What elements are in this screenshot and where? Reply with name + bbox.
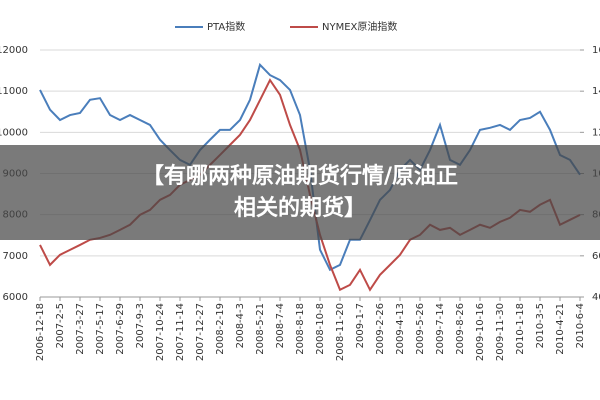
y-tick-label: 12000: [0, 45, 28, 56]
x-tick-label: 2008-2-19: [215, 303, 226, 355]
legend-label: PTA指数: [207, 20, 245, 33]
banner-line: 相关的期货】: [233, 195, 366, 221]
x-tick-label: 2009-1-7: [355, 303, 366, 348]
x-tick-label: 2009-2-26: [375, 303, 386, 355]
x-tick-label: 2008-4-3: [235, 303, 246, 348]
x-tick-label: 2007-12-27: [195, 303, 206, 361]
x-tick-label: 2009-4-13: [395, 303, 406, 355]
y2-tick-label: 120: [592, 127, 600, 138]
x-tick-label: 2009-7-14: [435, 303, 446, 355]
y2-tick-label: 160: [592, 45, 600, 56]
legend-label: NYMEX原油指数: [322, 20, 397, 33]
x-tick-label: 2007-10-24: [155, 303, 166, 361]
x-tick-label: 2009-11-30: [495, 303, 506, 361]
y-tick-label: 10000: [0, 127, 28, 138]
x-tick-label: 2009-8-26: [455, 303, 466, 355]
x-tick-label: 2007-6-29: [115, 303, 126, 355]
y-tick-label: 7000: [3, 251, 28, 262]
x-tick-label: 2008-11-20: [335, 303, 346, 361]
y-tick-label: 11000: [0, 86, 28, 97]
x-tick-label: 2007-5-17: [95, 303, 106, 355]
title-banner: 【有哪两种原油期货行情/原油正 相关的期货】: [0, 145, 600, 240]
x-tick-label: 2008-8-18: [295, 303, 306, 355]
y2-tick-label: 140: [592, 86, 600, 97]
x-tick-label: 2008-7-4: [275, 303, 286, 348]
x-tick-label: 2010-1-18: [515, 303, 526, 355]
x-tick-label: 2009-10-16: [475, 303, 486, 361]
x-tick-label: 2010-6-4: [575, 303, 586, 348]
x-tick-label: 2007-3-27: [75, 303, 86, 355]
banner-line: 【有哪两种原油期货行情/原油正: [141, 163, 459, 189]
x-tick-label: 2007-9-3: [135, 303, 146, 348]
x-tick-label: 2010-3-5: [535, 303, 546, 348]
x-tick-label: 2006-12-18: [35, 303, 46, 361]
x-tick-label: 2009-5-26: [415, 303, 426, 355]
y-tick-label: 6000: [3, 292, 28, 303]
x-tick-label: 2008-10-8: [315, 303, 326, 355]
y2-tick-label: 60: [592, 251, 600, 262]
x-tick-label: 2007-11-14: [175, 303, 186, 361]
y2-tick-label: 40: [592, 292, 600, 303]
x-tick-label: 2007-2-5: [55, 303, 66, 348]
x-tick-label: 2008-5-21: [255, 303, 266, 355]
x-tick-label: 2010-4-21: [555, 303, 566, 355]
